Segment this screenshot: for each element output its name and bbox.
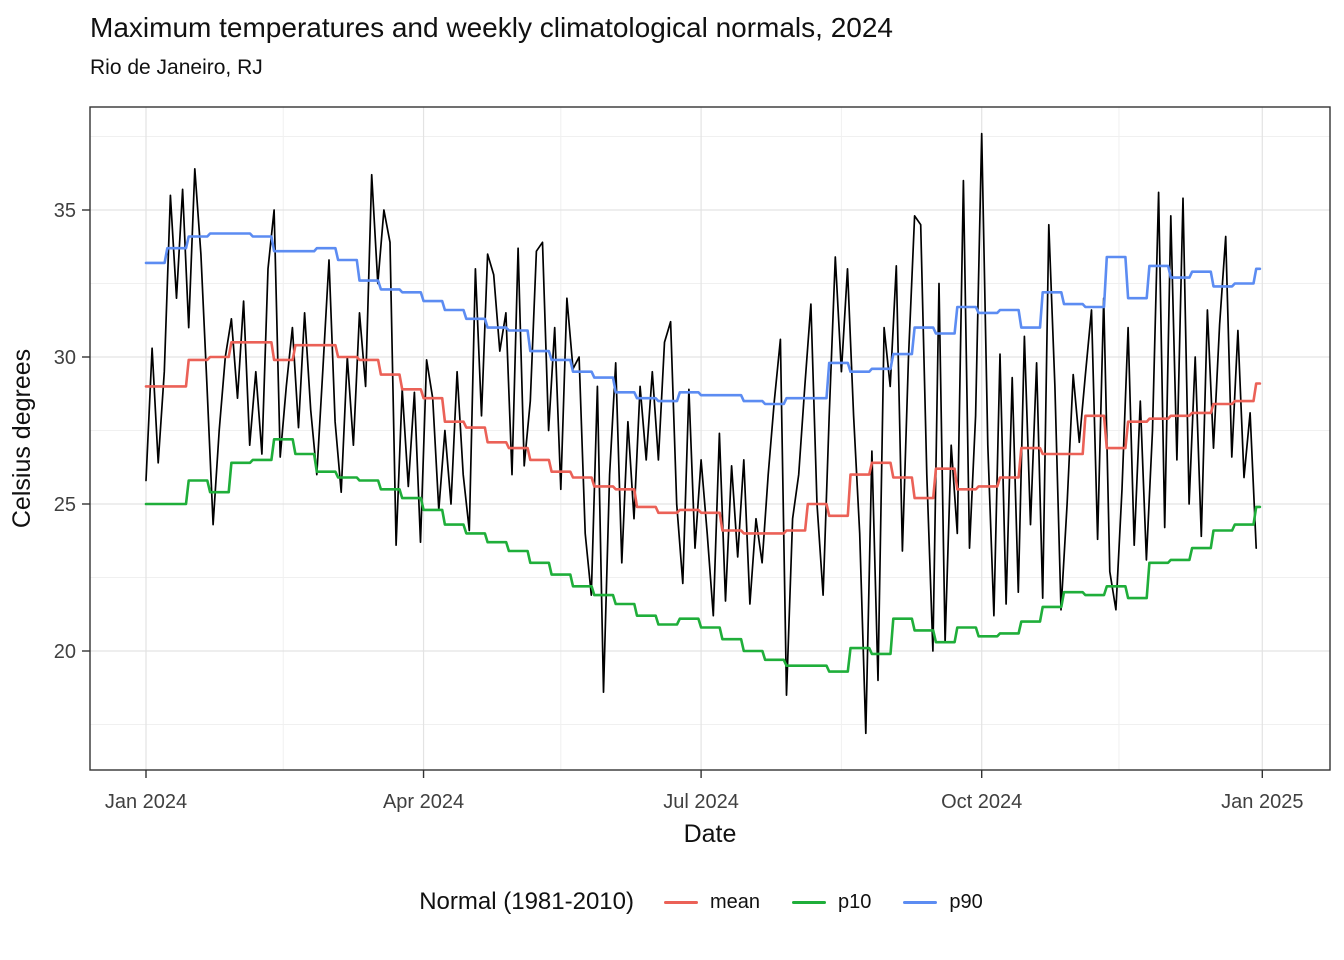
x-tick-label: Jan 2025 bbox=[1221, 791, 1303, 813]
y-tick-label: 25 bbox=[54, 494, 76, 516]
legend-item-label: mean bbox=[710, 890, 761, 913]
chart-subtitle: Rio de Janeiro, RJ bbox=[90, 56, 263, 79]
y-axis-title: Celsius degrees bbox=[8, 349, 36, 528]
x-tick-label: Oct 2024 bbox=[941, 791, 1022, 813]
legend-item-label: p90 bbox=[949, 890, 983, 913]
normal-mean-line bbox=[144, 340, 1262, 535]
x-tick-label: Jul 2024 bbox=[663, 791, 739, 813]
legend-item-mean: mean bbox=[664, 891, 760, 914]
gridlines-minor bbox=[90, 107, 1330, 770]
x-tick-label: Apr 2024 bbox=[383, 791, 464, 813]
x-tick-label: Jan 2024 bbox=[105, 791, 187, 813]
legend-item-p90: p90 bbox=[903, 890, 983, 914]
legend-key-line-icon bbox=[792, 900, 827, 904]
gridlines-major bbox=[90, 107, 1330, 770]
y-tick-label: 20 bbox=[54, 641, 76, 663]
legend-item-p10: p10 bbox=[792, 891, 871, 914]
legend-key-line-icon bbox=[903, 900, 938, 904]
series-group bbox=[144, 132, 1262, 735]
normal-p10-line bbox=[144, 437, 1262, 673]
daily-max-temperature-line bbox=[145, 132, 1258, 735]
legend: Normal (1981-2010) mean p10 p90 bbox=[0, 888, 1344, 916]
x-axis-title: Date bbox=[684, 820, 737, 848]
panel-border bbox=[89, 106, 1331, 771]
y-tick-label: 30 bbox=[54, 347, 76, 369]
temperature-line-chart: Jan 2024 Apr 2024 Jul 2024 Oct 2024 Jan 2025… bbox=[8, 106, 1331, 848]
chart-title: Maximum temperatures and weekly climatol… bbox=[90, 12, 894, 43]
axis-ticks: Jan 2024 Apr 2024 Jul 2024 Oct 2024 Jan 2025… bbox=[54, 200, 1304, 813]
normal-p90-line bbox=[144, 232, 1262, 406]
y-tick-label: 35 bbox=[54, 200, 76, 222]
legend-key-line-icon bbox=[664, 900, 698, 904]
legend-title: Normal (1981-2010) bbox=[419, 888, 634, 915]
legend-item-label: p10 bbox=[838, 890, 872, 913]
